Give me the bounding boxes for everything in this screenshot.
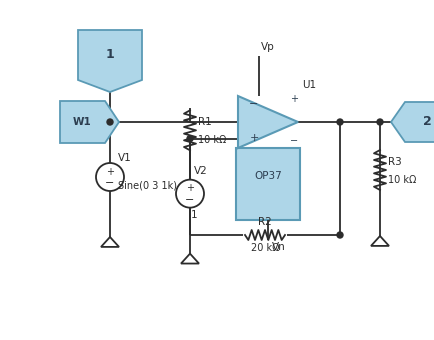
Polygon shape — [237, 96, 297, 148]
Circle shape — [96, 163, 124, 191]
Text: R2: R2 — [257, 217, 271, 227]
Text: 1: 1 — [105, 49, 114, 62]
Text: U1: U1 — [301, 80, 316, 90]
Polygon shape — [60, 101, 119, 143]
Circle shape — [187, 136, 193, 142]
Text: +: + — [106, 167, 114, 177]
Circle shape — [336, 232, 342, 238]
Text: 10 kΩ: 10 kΩ — [387, 175, 415, 185]
Text: Vp: Vp — [260, 42, 274, 52]
Circle shape — [376, 119, 382, 125]
Polygon shape — [181, 254, 198, 264]
Text: OP37: OP37 — [253, 171, 281, 181]
Polygon shape — [236, 148, 299, 220]
Polygon shape — [78, 30, 141, 92]
Polygon shape — [101, 237, 119, 247]
Text: −: − — [105, 178, 115, 188]
Circle shape — [336, 119, 342, 125]
Text: W1: W1 — [73, 117, 92, 127]
Text: V2: V2 — [194, 166, 207, 176]
Text: Vn: Vn — [271, 242, 285, 252]
Polygon shape — [370, 236, 388, 246]
Polygon shape — [390, 102, 434, 142]
Text: +: + — [186, 183, 194, 193]
Text: −: − — [185, 194, 194, 205]
Text: R1: R1 — [197, 117, 211, 127]
Text: 20 kΩ: 20 kΩ — [250, 243, 279, 253]
Text: +: + — [249, 133, 258, 143]
Text: 2: 2 — [422, 116, 431, 129]
Text: −: − — [249, 99, 258, 109]
Circle shape — [176, 180, 204, 208]
Text: Sine(0 3 1k): Sine(0 3 1k) — [118, 181, 177, 191]
Text: V1: V1 — [118, 153, 132, 163]
Text: −: − — [289, 136, 297, 146]
Circle shape — [107, 119, 113, 125]
Text: +: + — [289, 95, 297, 104]
Text: R3: R3 — [387, 157, 401, 167]
Text: 10 kΩ: 10 kΩ — [197, 135, 226, 145]
Text: 1: 1 — [190, 210, 197, 220]
